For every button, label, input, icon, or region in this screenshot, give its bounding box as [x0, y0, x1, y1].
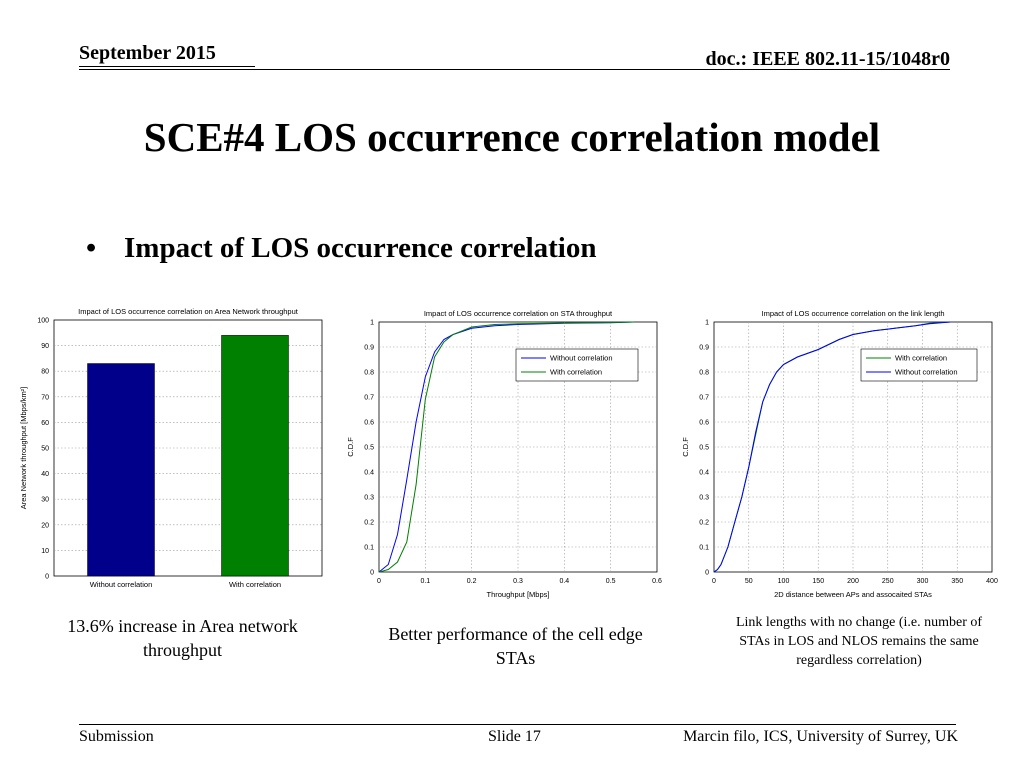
chart2-ytick-label: 0.7 [699, 395, 709, 402]
chart2-xtick-label: 0 [712, 578, 716, 585]
chart-sta-throughput: 0 0.1 0.2 0.3 0.4 0.5 0.6 0.7 0.8 0.9 1 Impact of L… [343, 303, 673, 603]
chart2-title: Impact of LOS occurrence correlation on … [761, 309, 944, 318]
chart2-ytick-label: 0.1 [699, 545, 709, 552]
chart2-legend-box [860, 348, 978, 382]
chart1-xtick-label: 0.3 [513, 578, 523, 585]
chart0-ytick-label: 40 [41, 471, 49, 478]
chart2-ytick-label: 1 [705, 320, 709, 327]
chart2-ytick-label: 0.4 [699, 470, 709, 477]
chart2-xtick-label: 400 [986, 578, 998, 585]
chart2-legend-label: With correlation [895, 354, 947, 363]
chart2-ytick-label: 0.8 [699, 370, 709, 377]
chart1-xtick-label: 0.5 [606, 578, 616, 585]
caption-area-throughput: 13.6% increase in Area network throughpu… [67, 616, 298, 660]
chart1-ytick-label: 0.2 [364, 520, 374, 527]
footer-submission: Submission [79, 728, 154, 745]
bullet-item: • Impact of LOS occurrence correlation [86, 232, 596, 265]
chart0-ytick-label: 100 [37, 318, 49, 325]
bullet-dot-icon: • [86, 232, 97, 264]
chart1-ytick-label: 0.1 [364, 545, 374, 552]
chart1-legend-label: With correlation [550, 368, 602, 377]
chart2-series-line [713, 321, 951, 573]
chart2-svg: 0 0.1 0.2 0.3 0.4 0.5 0.6 0.7 0.8 0.9 1 Impact of L… [681, 309, 998, 599]
chart1-xtick-label: 0.2 [467, 578, 477, 585]
chart1-ytick-label: 1 [370, 320, 374, 327]
header-rule [79, 69, 950, 70]
caption-sta-throughput: Better performance of the cell edge STAs [388, 624, 643, 668]
chart1-ylabel: C.D.F [346, 437, 355, 457]
chart2-ytick-label: 0.3 [699, 495, 709, 502]
chart1-legend-label: Without correlation [550, 354, 613, 363]
chart0-ytick-label: 0 [45, 574, 49, 581]
chart1-xtick-label: 0 [377, 578, 381, 585]
chart1-ytick-label: 0.9 [364, 345, 374, 352]
chart1-xtick-label: 0.6 [652, 578, 662, 585]
chart0-xtick-label: With correlation [229, 580, 281, 589]
chart1-ytick-label: 0 [370, 570, 374, 577]
chart2-ylabel: C.D.F [681, 437, 690, 457]
header-date: September 2015 [79, 42, 216, 64]
chart1-xtick-label: 0.4 [559, 578, 569, 585]
chart0-ytick-label: 10 [41, 548, 49, 555]
chart-area-network-throughput: 0 10 20 30 40 50 60 70 80 90 100 Impact of LOS occu… [18, 305, 333, 595]
chart0-bar [87, 363, 155, 577]
footer-slide-number: Slide 17 [488, 728, 541, 745]
chart0-xtick-label: Without correlation [90, 580, 153, 589]
chart1-ytick-label: 0.5 [364, 445, 374, 452]
chart0-svg: 0 10 20 30 40 50 60 70 80 90 100 Impact of LOS occu… [19, 307, 323, 589]
chart1-svg: 0 0.1 0.2 0.3 0.4 0.5 0.6 0.7 0.8 0.9 1 Impact of L… [346, 309, 662, 599]
caption-link-length: Link lengths with no change (i.e. number… [735, 615, 983, 668]
chart2-ytick-label: 0.6 [699, 420, 709, 427]
chart2-xtick-label: 250 [882, 578, 894, 585]
chart0-ytick-label: 20 [41, 522, 49, 529]
chart0-ytick-label: 60 [41, 420, 49, 427]
chart1-xlabel: Throughput [Mbps] [487, 590, 550, 599]
chart2-xlabel: 2D distance between APs and assocaited S… [774, 590, 932, 599]
header-date-underline [79, 66, 255, 67]
chart2-ytick-label: 0 [705, 570, 709, 577]
bullet-text: Impact of LOS occurrence correlation [124, 232, 597, 264]
chart1-ytick-label: 0.7 [364, 395, 374, 402]
chart0-ytick-label: 50 [41, 446, 49, 453]
chart0-ytick-label: 70 [41, 394, 49, 401]
chart0-ytick-label: 90 [41, 343, 49, 350]
chart2-xtick-label: 100 [778, 578, 790, 585]
chart1-legend-box [515, 348, 639, 382]
footer-author: Marcin filo, ICS, University of Surrey, … [683, 728, 958, 745]
chart-link-length: 0 0.1 0.2 0.3 0.4 0.5 0.6 0.7 0.8 0.9 1 Impact of L… [678, 303, 1004, 603]
chart1-series-line [378, 321, 634, 573]
chart2-ytick-label: 0.5 [699, 445, 709, 452]
chart2-xtick-label: 50 [745, 578, 753, 585]
chart1-ytick-label: 0.8 [364, 370, 374, 377]
slide-title: SCE#4 LOS occurrence correlation model [143, 114, 881, 160]
chart1-ytick-label: 0.3 [364, 495, 374, 502]
chart0-title: Impact of LOS occurrence correlation on … [78, 307, 299, 316]
chart2-ytick-label: 0.9 [699, 345, 709, 352]
chart1-ytick-label: 0.4 [364, 470, 374, 477]
chart2-xtick-label: 300 [917, 578, 929, 585]
header-doc-id: doc.: IEEE 802.11-15/1048r0 [705, 48, 950, 70]
chart2-xtick-label: 350 [951, 578, 963, 585]
chart2-ytick-label: 0.2 [699, 520, 709, 527]
chart1-ytick-label: 0.6 [364, 420, 374, 427]
chart0-ytick-label: 80 [41, 369, 49, 376]
chart2-xtick-label: 150 [812, 578, 824, 585]
chart0-ytick-label: 30 [41, 497, 49, 504]
chart1-xtick-label: 0.1 [420, 578, 430, 585]
chart1-title: Impact of LOS occurrence correlation on … [424, 309, 613, 318]
chart0-bar [221, 335, 289, 577]
chart2-xtick-label: 200 [847, 578, 859, 585]
footer-rule [79, 724, 956, 725]
chart2-legend-label: Without correlation [895, 368, 958, 377]
chart0-ylabel: Area Network throughput [Mbps/km²] [19, 387, 28, 510]
